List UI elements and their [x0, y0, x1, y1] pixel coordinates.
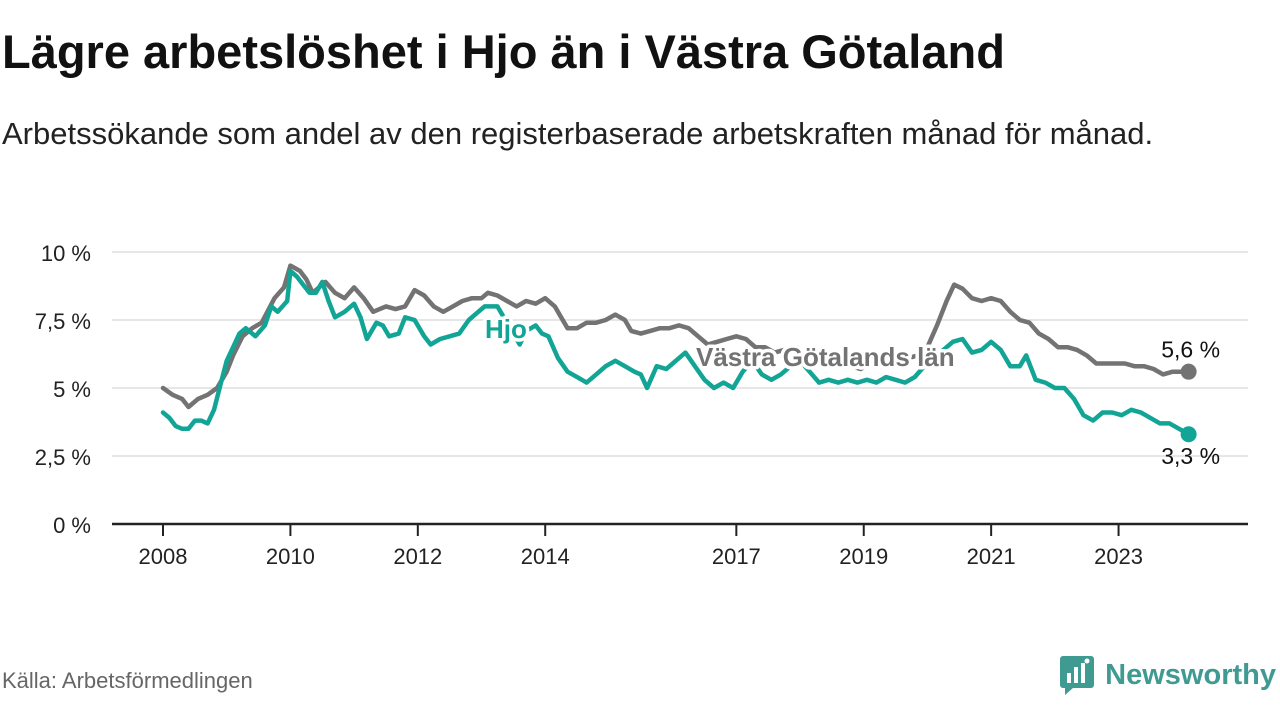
series-name-label-vastra-gotaland: Västra Götalands län [696, 342, 955, 372]
y-tick-label: 0 % [53, 513, 91, 538]
y-tick-label: 10 % [41, 241, 91, 266]
x-tick-label: 2012 [393, 544, 442, 569]
x-tick-label: 2017 [712, 544, 761, 569]
series-line-hjo [160, 268, 1191, 437]
y-axis: 0 % 2,5 % 5 % 7,5 % 10 % [35, 241, 91, 538]
series-endpoint-hjo [1180, 426, 1197, 443]
newsworthy-logo-icon [1060, 656, 1095, 695]
x-axis: 2008 2010 2012 2014 2017 2019 2021 2023 [112, 522, 1248, 569]
series-endpoint-vastra-gotaland [1180, 363, 1197, 380]
x-tick-label: 2023 [1094, 544, 1143, 569]
y-tick-label: 5 % [53, 377, 91, 402]
y-tick-label: 7,5 % [35, 309, 91, 334]
chart-title: Lägre arbetslöshet i Hjo än i Västra Göt… [2, 25, 1005, 78]
line-chart: 0 % 2,5 % 5 % 7,5 % 10 % 2008 2010 2012 2014 201… [35, 241, 1248, 569]
x-tick-label: 2014 [521, 544, 570, 569]
brand-logo: Newsworthy [1059, 652, 1276, 698]
end-value-label: 3,3 % [1161, 443, 1220, 469]
x-tick-label: 2008 [139, 544, 188, 569]
source-note: Källa: Arbetsförmedlingen [2, 668, 253, 693]
series-name-label-hjo: Hjo [485, 314, 527, 344]
x-tick-label: 2019 [839, 544, 888, 569]
y-tick-label: 2,5 % [35, 445, 91, 470]
chart-subtitle: Arbetssökande som andel av den registerb… [2, 116, 1154, 151]
brand-name: Newsworthy [1105, 658, 1276, 691]
x-tick-label: 2010 [266, 544, 315, 569]
x-tick-label: 2021 [967, 544, 1016, 569]
gridlines [112, 251, 1248, 457]
end-value-label: 5,6 % [1161, 337, 1220, 363]
series-lines [160, 263, 1197, 443]
series-labels: 5,6 % 3,3 % Västra Götalands län Hjo [482, 311, 1221, 470]
